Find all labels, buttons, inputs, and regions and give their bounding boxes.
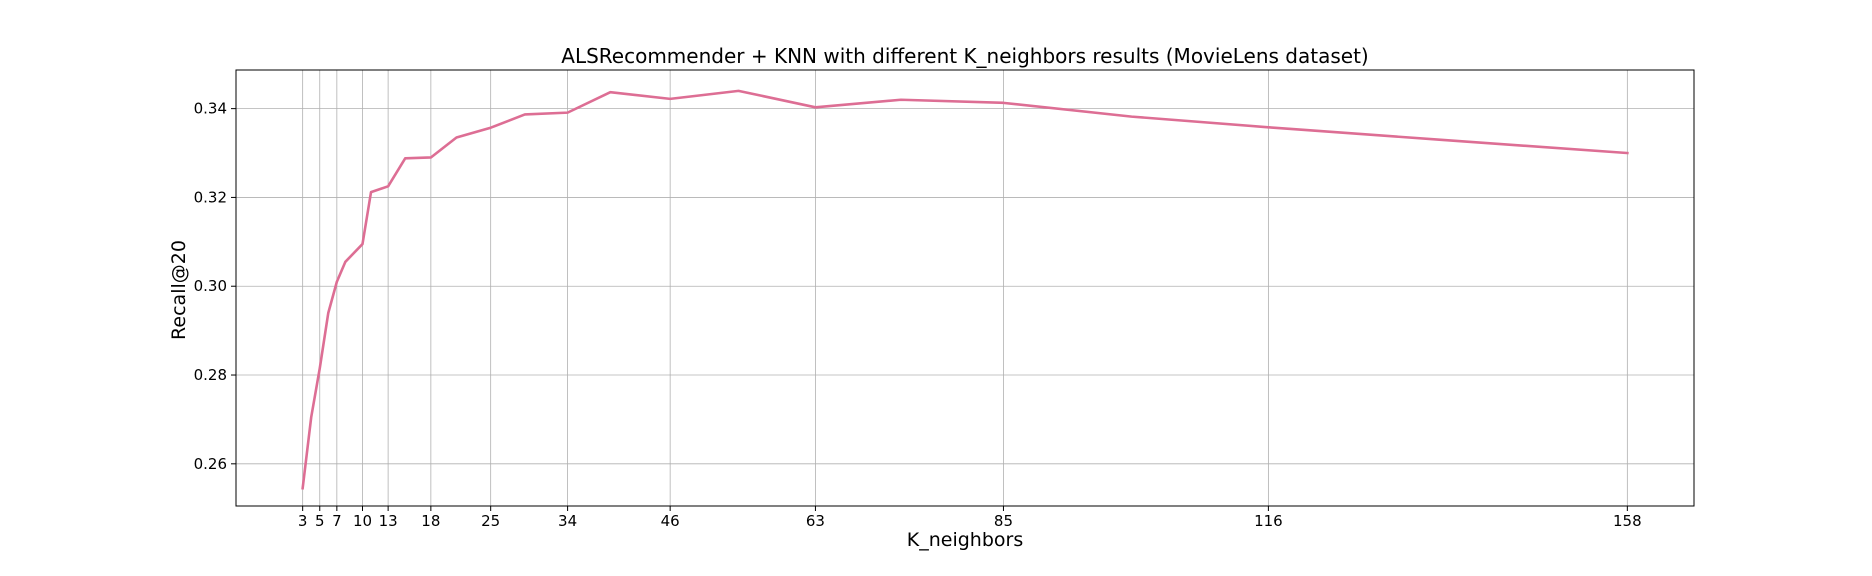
- y-tick-label-0: 0.26: [194, 455, 227, 473]
- chart-title: ALSRecommender + KNN with different K_ne…: [561, 44, 1369, 68]
- plot-frame: [235, 69, 1695, 507]
- x-tick-label-11: 116: [1254, 512, 1283, 530]
- y-axis-label: Recall@20: [168, 240, 190, 340]
- x-tick-label-6: 25: [481, 512, 500, 530]
- x-tick-label-8: 46: [661, 512, 680, 530]
- x-tick-label-4: 13: [379, 512, 398, 530]
- y-tick-label-3: 0.32: [194, 188, 227, 206]
- y-tick-label-4: 0.34: [194, 100, 227, 118]
- x-tick-label-2: 7: [332, 512, 342, 530]
- x-tick-label-5: 18: [421, 512, 440, 530]
- series-line-0: [301, 89, 1629, 490]
- x-tick-label-0: 3: [298, 512, 308, 530]
- x-tick-label-7: 34: [558, 512, 577, 530]
- x-axis-label: K_neighbors: [906, 529, 1024, 551]
- y-tick-label-2: 0.30: [194, 277, 227, 295]
- x-tick-label-1: 5: [315, 512, 325, 530]
- x-tick-label-3: 10: [353, 512, 372, 530]
- x-tick-label-12: 158: [1613, 512, 1642, 530]
- y-tick-label-1: 0.28: [194, 366, 227, 384]
- x-tick-label-10: 85: [994, 512, 1013, 530]
- x-tick-label-9: 63: [806, 512, 825, 530]
